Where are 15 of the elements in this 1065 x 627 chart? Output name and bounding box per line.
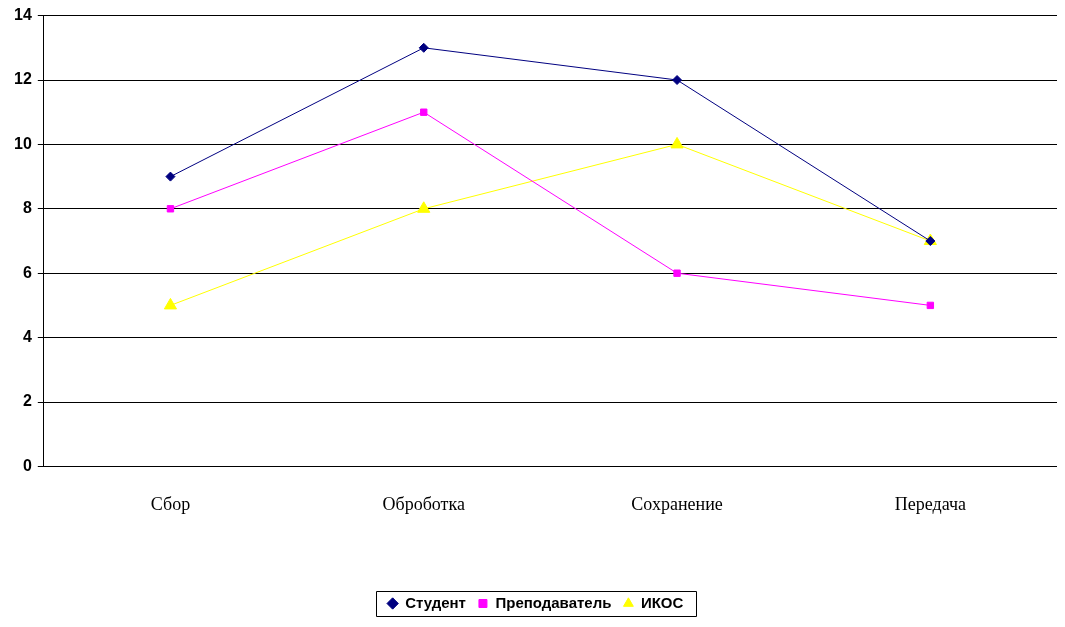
y-tick-label: 12 bbox=[14, 70, 32, 88]
x-tick-label: Сохранение bbox=[631, 493, 723, 514]
x-tick-label: Сбор bbox=[150, 493, 191, 514]
y-tick-label: 10 bbox=[14, 134, 32, 152]
y-tick-label: 8 bbox=[22, 199, 32, 217]
y-tick-label: 14 bbox=[14, 6, 32, 24]
legend-label: Преподаватель bbox=[495, 593, 612, 611]
legend-label: Студент bbox=[405, 593, 466, 611]
x-tick-label: Оброботка bbox=[382, 493, 465, 514]
y-tick-label: 2 bbox=[22, 392, 32, 410]
legend-label: ИКОС bbox=[640, 593, 684, 611]
y-tick-label: 0 bbox=[22, 456, 32, 474]
x-tick-label: Передача bbox=[894, 493, 966, 514]
y-tick-label: 6 bbox=[22, 263, 32, 281]
y-tick-label: 4 bbox=[22, 328, 32, 346]
